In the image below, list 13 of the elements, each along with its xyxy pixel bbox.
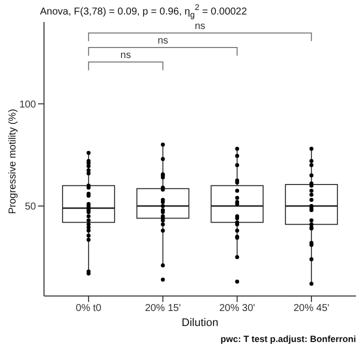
annotation: ns (120, 50, 131, 62)
chart-title: Anova, F(3,78) = 0.09, p = 0.96, η$_{g}$$^{2}$ = 0.00022 (40, 2, 247, 20)
text: pwc: T test p.adjust: Bonferroni (220, 334, 356, 344)
x-tick-label: 20% 30' (219, 303, 256, 314)
y-tick-label: 50 (24, 202, 36, 213)
x-tick-label: 0% t0 (76, 303, 102, 314)
x-tick-label: 20% 15' (144, 303, 181, 314)
x-tick-label: 20% 45' (294, 303, 330, 314)
annotation: ns (158, 35, 168, 46)
y-axis-title: Progressive motility (%) (8, 108, 19, 214)
x-axis-title: Dilution (182, 317, 218, 329)
y-tick-label: 100 (19, 99, 36, 110)
annotation: ns (194, 20, 206, 32)
